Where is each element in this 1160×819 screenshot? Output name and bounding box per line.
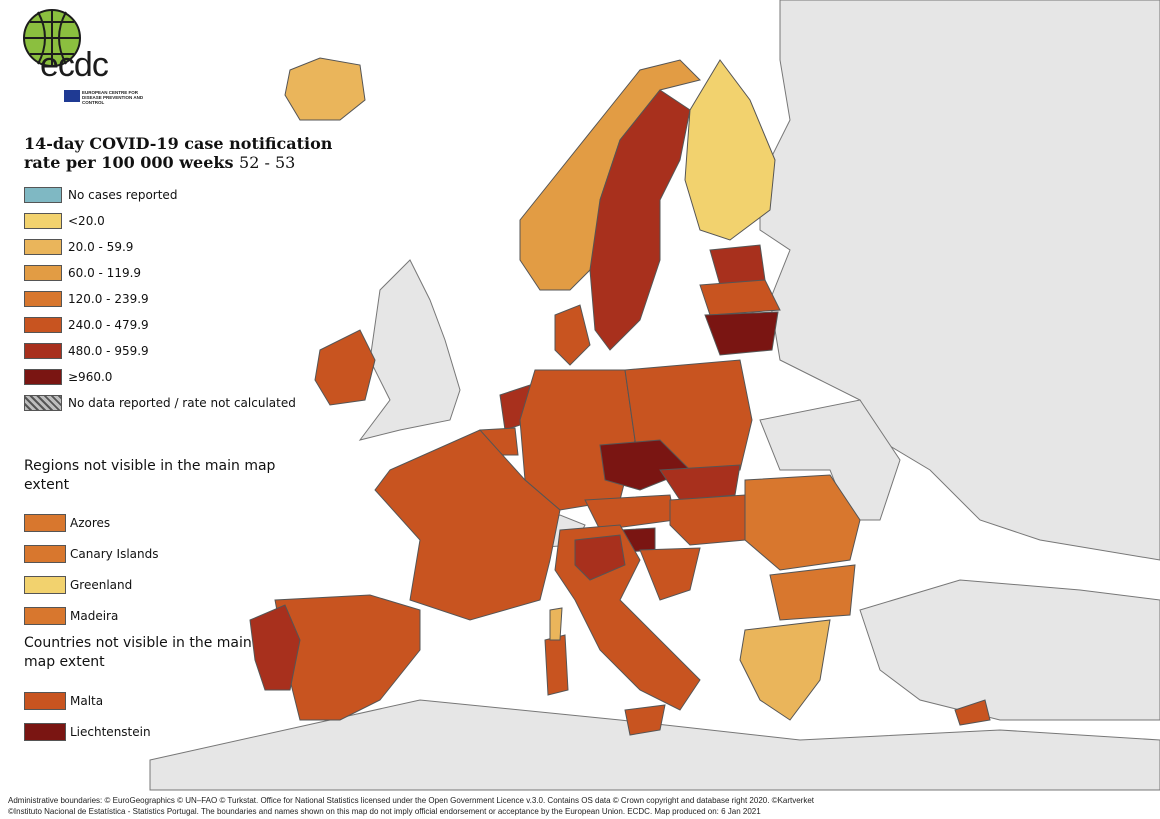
eu-flag-icon (64, 90, 80, 102)
region-label: Azores (70, 516, 111, 530)
germany (519, 369, 636, 511)
denmark (554, 304, 591, 366)
country-label: Malta (70, 694, 104, 708)
latvia (699, 279, 781, 316)
legend-swatch (24, 213, 62, 229)
portugal (249, 604, 301, 691)
country-item: Liechtenstein (24, 723, 151, 741)
corsica (549, 607, 563, 641)
country-label: Liechtenstein (70, 725, 151, 739)
legend-label: 60.0 - 119.9 (68, 266, 142, 280)
legend-label: No cases reported (68, 188, 178, 202)
legend-item: ≥960.0 (24, 368, 112, 386)
legend-label: 240.0 - 479.9 (68, 318, 149, 332)
balkan-east-land (759, 399, 901, 521)
romania (744, 474, 861, 571)
lithuania (704, 311, 779, 356)
legend-swatch (24, 395, 62, 411)
greece (739, 619, 831, 721)
bulgaria (769, 564, 856, 621)
sicily (624, 704, 666, 736)
ireland (314, 329, 376, 406)
legend-item: 20.0 - 59.9 (24, 238, 133, 256)
uk-land (358, 259, 461, 441)
legend-swatch (24, 187, 62, 203)
map-title: 14-day COVID-19 case notification rate p… (24, 134, 344, 172)
region-swatch (24, 514, 66, 532)
turkey-land (859, 579, 1160, 721)
legend-label: 20.0 - 59.9 (68, 240, 134, 254)
legend-item: 60.0 - 119.9 (24, 264, 141, 282)
legend-label: ≥960.0 (68, 370, 113, 384)
legend-label: 120.0 - 239.9 (68, 292, 149, 306)
country-item: Malta (24, 692, 103, 710)
north-africa-land (149, 699, 1160, 791)
hungary (669, 494, 746, 546)
legend-swatch (24, 317, 62, 333)
italy-north-hotspot (574, 534, 626, 581)
region-swatch (24, 576, 66, 594)
legend-item: No cases reported (24, 186, 177, 204)
legend-item: <20.0 (24, 212, 105, 230)
legend-label: No data reported / rate not calculated (68, 396, 296, 410)
finland (684, 59, 776, 241)
credits-line-2: ©Instituto Nacional de Estatística - Sta… (8, 807, 761, 816)
sardinia (544, 634, 569, 696)
iceland (284, 57, 366, 121)
austria (584, 494, 676, 531)
spain (274, 594, 421, 721)
logo-globe (23, 9, 81, 67)
countries-heading: Countries not visible in the main map ex… (24, 635, 252, 670)
ecdc-logo: ecdc EUROPEAN CENTRE FOR DISEASE PREVENT… (20, 6, 143, 105)
logo-wordmark: ecdc (40, 46, 109, 84)
legend-item: No data reported / rate not calculated (24, 394, 296, 412)
france (374, 429, 561, 621)
country-swatch (24, 692, 66, 710)
region-item: Madeira (24, 607, 118, 625)
legend-swatch (24, 239, 62, 255)
cyprus (954, 699, 991, 726)
region-item: Greenland (24, 576, 132, 594)
legend-swatch (24, 265, 62, 281)
map-title-main: 14-day COVID-19 case notification rate p… (24, 134, 333, 172)
logo-subtitle: EUROPEAN CENTRE FOR DISEASE PREVENTION A… (82, 90, 144, 105)
credits: Administrative boundaries: © EuroGeograp… (8, 795, 1158, 817)
region-label: Madeira (70, 609, 119, 623)
estonia (709, 244, 766, 286)
legend-item: 240.0 - 479.9 (24, 316, 149, 334)
legend-item: 120.0 - 239.9 (24, 290, 149, 308)
croatia (639, 547, 701, 601)
credits-line-1: Administrative boundaries: © EuroGeograp… (8, 796, 815, 805)
map-title-weeks: 52 - 53 (239, 153, 296, 172)
legend-label: 480.0 - 959.9 (68, 344, 149, 358)
region-label: Canary Islands (70, 547, 159, 561)
legend-swatch (24, 291, 62, 307)
regions-heading: Regions not visible in the main map exte… (24, 458, 276, 493)
region-swatch (24, 607, 66, 625)
region-item: Canary Islands (24, 545, 159, 563)
region-swatch (24, 545, 66, 563)
region-item: Azores (24, 514, 110, 532)
sweden (589, 89, 691, 351)
legend-label: <20.0 (68, 214, 105, 228)
legend-swatch (24, 369, 62, 385)
country-swatch (24, 723, 66, 741)
legend-swatch (24, 343, 62, 359)
region-label: Greenland (70, 578, 133, 592)
slovakia (659, 464, 741, 501)
legend-item: 480.0 - 959.9 (24, 342, 149, 360)
